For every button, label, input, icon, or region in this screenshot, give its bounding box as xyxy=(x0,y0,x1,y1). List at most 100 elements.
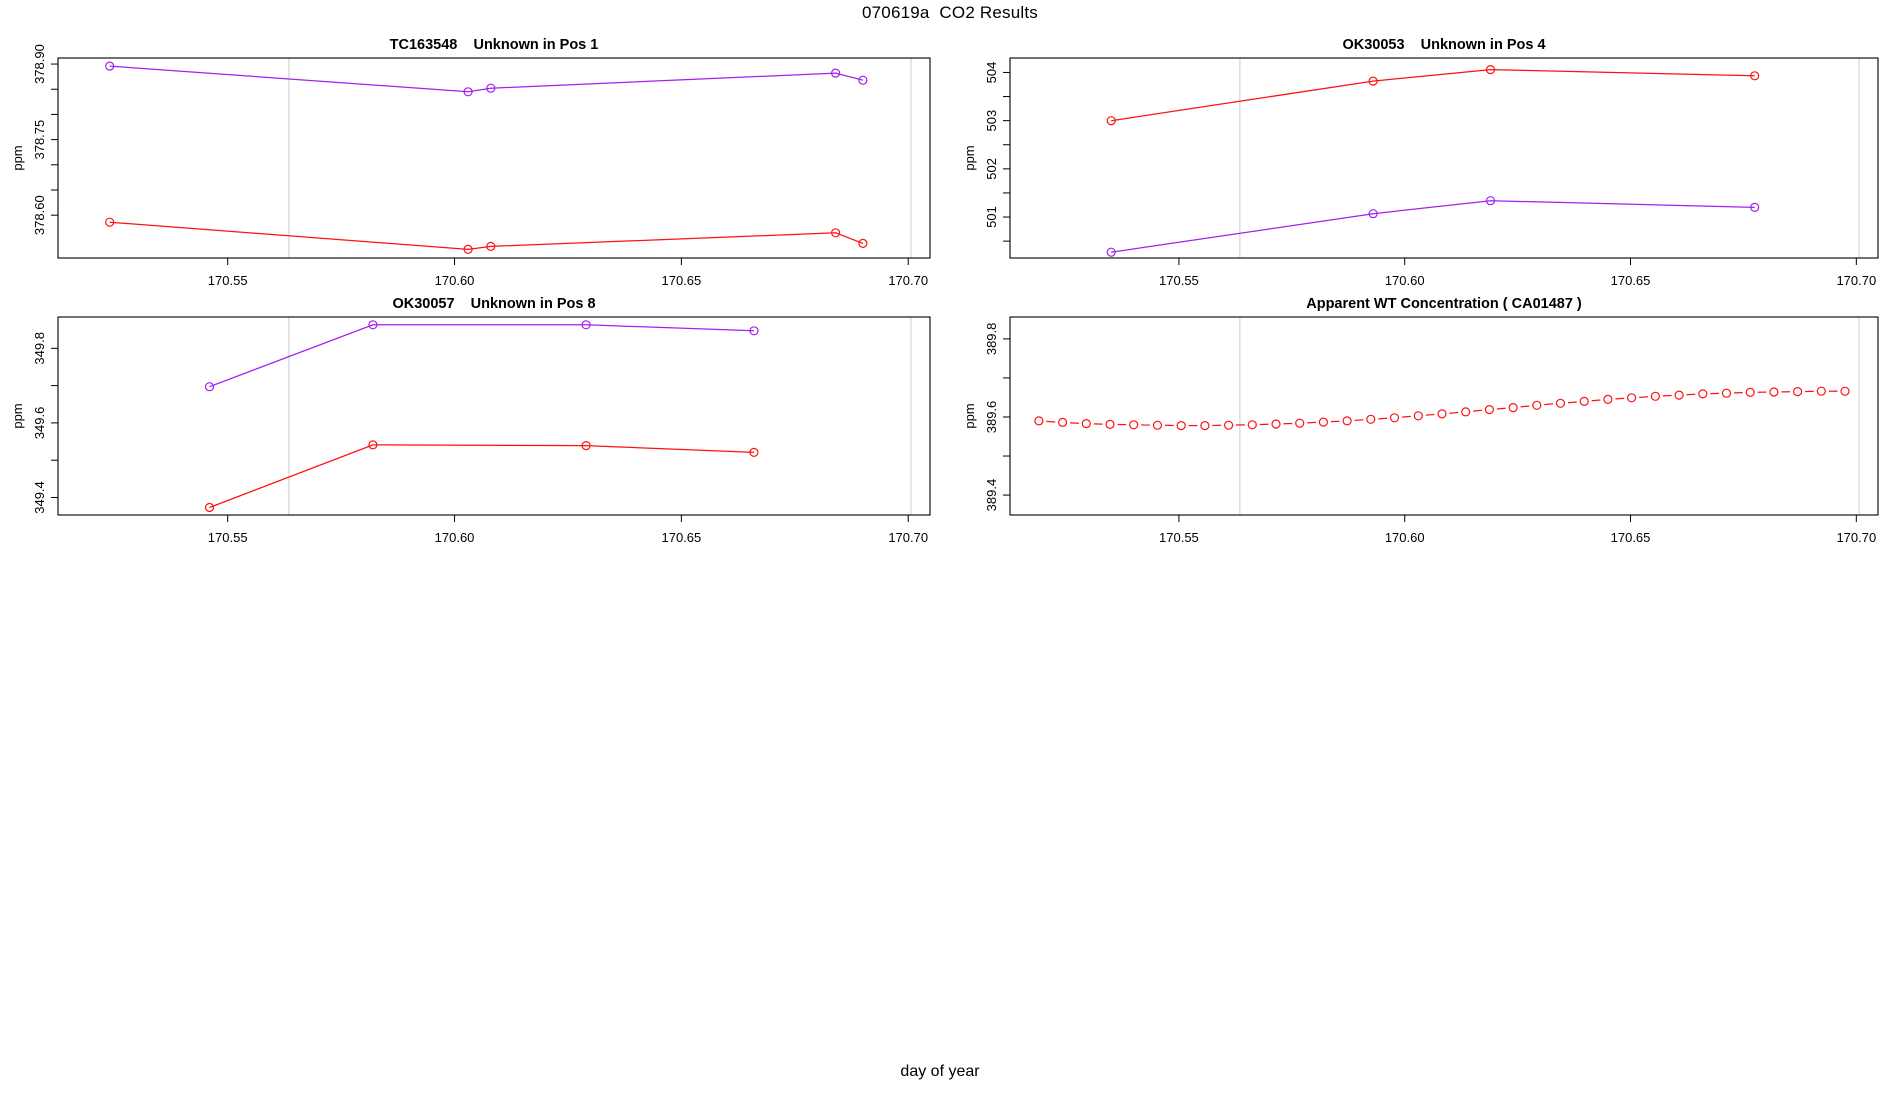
x-tick-label: 170.65 xyxy=(661,530,701,545)
purple-series-point xyxy=(1106,247,1116,257)
red-dashed-series-point xyxy=(1247,420,1257,430)
y-tick-label: 378.60 xyxy=(32,195,47,235)
red-dashed-series-point xyxy=(1105,419,1115,429)
plot-frame xyxy=(1009,316,1879,516)
panel-title-ok30057: OK30057 Unknown in Pos 8 xyxy=(392,296,596,312)
y-tick-label: 378.75 xyxy=(32,120,47,160)
red-dashed-series-dash xyxy=(1567,401,1577,404)
red-dashed-series-point xyxy=(1508,403,1518,413)
x-tick-label: 170.55 xyxy=(208,530,248,545)
x-tick-label: 170.70 xyxy=(1836,530,1876,545)
red-dashed-series-point xyxy=(1081,419,1091,429)
x-tick-label: 170.60 xyxy=(1385,530,1425,545)
panel-title-apparent-wt: Apparent WT Concentration ( CA01487 ) xyxy=(1306,296,1582,312)
purple-series-point xyxy=(105,61,115,71)
plot-frame xyxy=(57,316,931,516)
red-dashed-series-dash xyxy=(1378,417,1388,420)
plot-frame xyxy=(1009,57,1879,259)
red-dashed-series-dash xyxy=(1425,413,1435,416)
y-tick-label: 349.8 xyxy=(32,332,47,365)
red-dashed-series-point xyxy=(1840,386,1850,396)
purple-series-point xyxy=(830,68,841,78)
red-dashed-series-point xyxy=(1295,418,1305,428)
red-series-point xyxy=(463,244,473,254)
x-axis-label: day of year xyxy=(900,1063,980,1080)
y-tick-label: 389.4 xyxy=(984,479,999,512)
red-series-point xyxy=(105,217,115,227)
x-tick-label: 170.55 xyxy=(208,273,248,288)
y-tick-label: 378.90 xyxy=(32,44,47,84)
red-dashed-series-dash xyxy=(1449,411,1459,414)
red-series-point xyxy=(486,241,496,251)
red-dashed-series-point xyxy=(1366,414,1376,424)
red-dashed-series-point xyxy=(1034,416,1044,426)
red-series-point xyxy=(1750,71,1760,81)
x-tick-label: 170.65 xyxy=(1611,530,1651,545)
x-tick-label: 170.55 xyxy=(1159,273,1199,288)
red-series-point xyxy=(1485,64,1496,75)
x-tick-label: 170.70 xyxy=(1836,273,1876,288)
red-series-line xyxy=(109,221,864,251)
red-series-line xyxy=(209,444,755,509)
y-tick-label: 503 xyxy=(984,110,999,132)
red-series-point xyxy=(1368,76,1378,86)
purple-series-point xyxy=(204,382,215,392)
red-dashed-series-dash xyxy=(1639,396,1648,398)
red-series-point xyxy=(830,228,841,238)
red-dashed-series-point xyxy=(1769,387,1779,397)
panel-plot-ok30053: 170.55 170.60 170.65 170.70 501 502 503 504 ppm xyxy=(962,57,1879,288)
red-dashed-series-point xyxy=(1271,419,1281,429)
red-dashed-series-point xyxy=(1532,400,1542,410)
purple-series-line xyxy=(209,324,755,388)
y-tick-label: 389.8 xyxy=(984,323,999,356)
y-tick-label: 349.6 xyxy=(32,407,47,440)
x-tick-label: 170.60 xyxy=(435,273,475,288)
purple-series-point xyxy=(486,83,496,93)
red-dashed-series-point xyxy=(1057,417,1068,427)
red-dashed-series-dash xyxy=(1496,407,1506,410)
panel-plot-ok30057: 170.55 170.60 170.65 170.70 349.4 349.6 349.8 p… xyxy=(10,316,931,545)
y-tick-label: 389.6 xyxy=(984,401,999,434)
red-dashed-series-point xyxy=(1389,413,1400,423)
red-dashed-series-point xyxy=(1579,396,1589,406)
red-dashed-series-point xyxy=(1674,390,1684,400)
x-tick-label: 170.60 xyxy=(1385,273,1425,288)
y-axis-label: ppm xyxy=(962,403,977,428)
red-dashed-series-point xyxy=(1484,405,1495,415)
red-dashed-series-point xyxy=(1152,420,1163,430)
panel-title-tc163548: TC163548 Unknown in Pos 1 xyxy=(389,37,599,53)
purple-series-point xyxy=(1750,202,1760,212)
red-dashed-series-point xyxy=(1816,386,1826,396)
red-series-point xyxy=(858,238,868,248)
red-dashed-series-point xyxy=(1129,420,1139,430)
plot-frame xyxy=(57,57,931,259)
purple-series-point xyxy=(858,75,868,85)
panel-plot-apparent-wt: 170.55 170.60 170.65 170.70 389.4 389.6 389.8 p… xyxy=(962,316,1879,545)
purple-series-line xyxy=(109,65,864,93)
red-dashed-series-point xyxy=(1626,393,1637,403)
red-dashed-series-point xyxy=(1650,391,1661,401)
x-tick-label: 170.70 xyxy=(888,273,928,288)
x-tick-label: 170.65 xyxy=(1611,273,1651,288)
y-tick-label: 504 xyxy=(984,62,999,84)
y-axis-label: ppm xyxy=(10,145,25,170)
red-dashed-series-point xyxy=(1437,409,1447,419)
red-series-point xyxy=(749,447,759,457)
red-dashed-series-dash xyxy=(1591,399,1601,402)
red-dashed-series-point xyxy=(1603,394,1613,404)
red-dashed-series-dash xyxy=(1046,420,1056,423)
purple-series-point xyxy=(581,320,591,330)
panel-title-ok30053: OK30053 Unknown in Pos 4 xyxy=(1342,37,1546,53)
purple-series-line xyxy=(1111,200,1755,253)
panel-plot-tc163548: 170.55 170.60 170.65 170.70 378.60 378.75 378.… xyxy=(10,44,931,288)
red-dashed-series-point xyxy=(1698,389,1708,399)
purple-series-point xyxy=(1485,196,1496,206)
y-axis-label: ppm xyxy=(962,145,977,170)
red-dashed-series-dash xyxy=(1354,419,1364,422)
main-title: 070619a CO2 Results xyxy=(862,3,1038,22)
red-dashed-series-point xyxy=(1461,407,1471,417)
y-axis-label: ppm xyxy=(10,403,25,428)
red-dashed-series-point xyxy=(1176,421,1186,431)
red-series-line xyxy=(1111,68,1755,122)
